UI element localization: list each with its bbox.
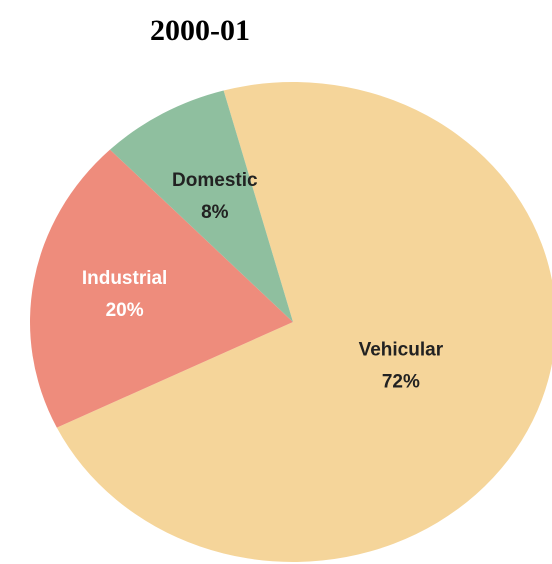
pie-slice — [109, 90, 293, 322]
chart-title: 2000-01 — [150, 14, 250, 47]
slice-value-label: 8% — [201, 202, 229, 223]
slice-label: Domestic — [172, 170, 258, 191]
slice-value-label: 72% — [382, 371, 420, 392]
slice-label: Industrial — [82, 268, 168, 289]
slice-label: Vehicular — [359, 339, 444, 360]
pie-slice — [30, 149, 293, 428]
pie-slice — [56, 82, 552, 562]
slice-value-label: 20% — [106, 300, 144, 321]
